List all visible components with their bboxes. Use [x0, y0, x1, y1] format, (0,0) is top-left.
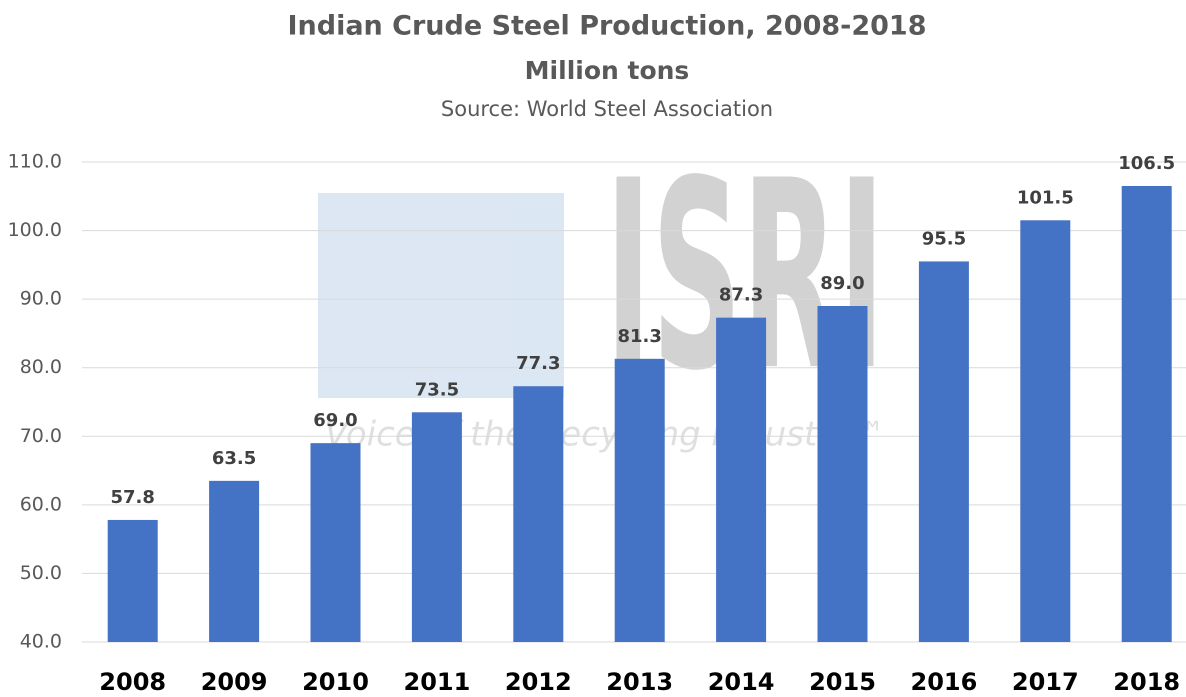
- watermark-tagline: Voice of the Recycling Industry™: [325, 415, 886, 455]
- bar: [513, 386, 564, 642]
- bar: [310, 443, 361, 642]
- x-tick-label: 2013: [606, 668, 673, 696]
- y-tick-label: 90.0: [20, 288, 62, 310]
- x-tick-label: 2016: [911, 668, 978, 696]
- x-tick-label: 2009: [201, 668, 268, 696]
- bar: [1020, 220, 1071, 643]
- data-label: 95.5: [922, 228, 966, 249]
- data-label: 77.3: [516, 353, 560, 374]
- x-tick-label: 2011: [404, 668, 471, 696]
- data-label: 81.3: [617, 326, 661, 347]
- data-label: 101.5: [1017, 187, 1074, 208]
- bar: [1121, 186, 1172, 642]
- data-label: 73.5: [415, 379, 459, 400]
- x-tick-label: 2008: [99, 668, 166, 696]
- data-label: 87.3: [719, 285, 763, 306]
- y-tick-label: 70.0: [20, 425, 62, 447]
- chart-title: Indian Crude Steel Production, 2008-2018: [287, 11, 926, 42]
- y-tick-label: 110.0: [8, 151, 62, 173]
- x-tick-label: 2014: [708, 668, 775, 696]
- x-tick-label: 2012: [505, 668, 572, 696]
- bar: [817, 306, 868, 642]
- data-label: 106.5: [1118, 153, 1175, 174]
- bar: [716, 317, 767, 642]
- y-tick-label: 60.0: [20, 493, 62, 515]
- data-label: 89.0: [820, 273, 864, 294]
- data-label: 63.5: [212, 448, 256, 469]
- bar: [918, 261, 969, 642]
- y-tick-label: 50.0: [20, 562, 62, 584]
- bar: [209, 480, 260, 642]
- x-tick-label: 2018: [1113, 668, 1180, 696]
- x-tick-label: 2017: [1012, 668, 1079, 696]
- bar: [107, 519, 158, 642]
- data-label: 57.8: [110, 487, 154, 508]
- chart-source: Source: World Steel Association: [441, 97, 773, 121]
- y-tick-label: 40.0: [20, 631, 62, 653]
- y-tick-label: 80.0: [20, 356, 62, 378]
- chart-subtitle: Million tons: [525, 56, 690, 85]
- watermark: ISRI Voice of the Recycling Industry™: [318, 126, 886, 455]
- x-tick-label: 2015: [809, 668, 876, 696]
- y-tick-label: 100.0: [8, 219, 62, 241]
- data-label: 69.0: [313, 410, 357, 431]
- bar: [614, 358, 665, 642]
- watermark-logo: [318, 193, 564, 398]
- x-tick-label: 2010: [302, 668, 369, 696]
- bar: [411, 412, 462, 642]
